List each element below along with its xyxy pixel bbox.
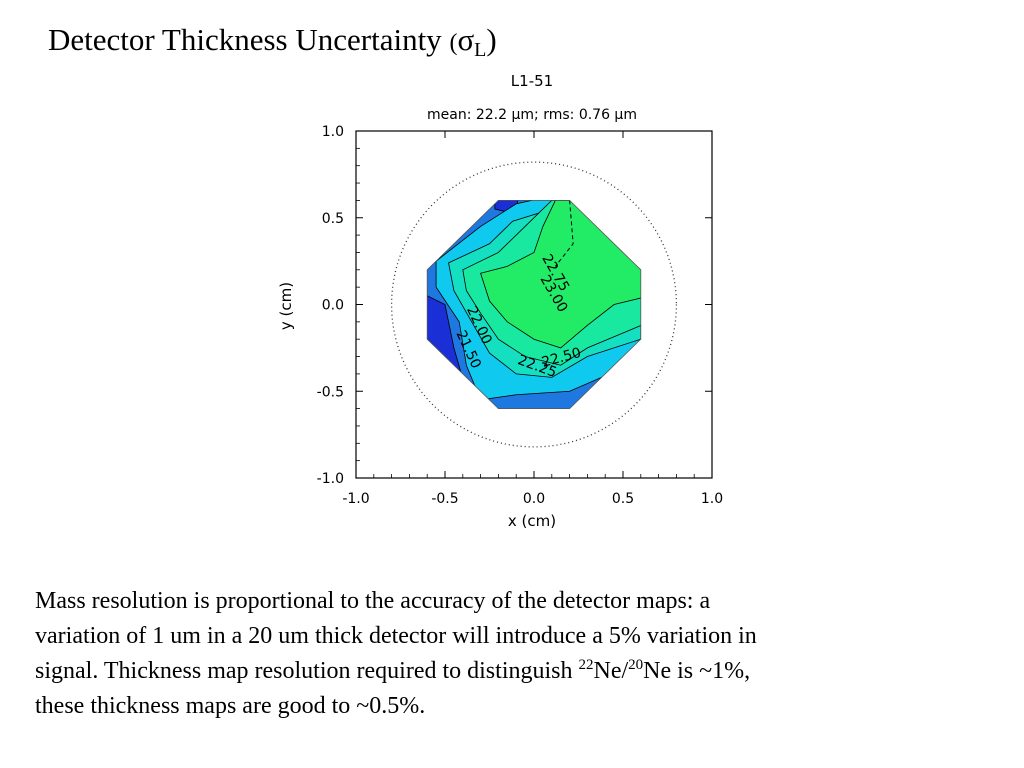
x-axis-label: x (cm)	[508, 512, 556, 530]
axis-ticks: -1.0 -0.5 0.0 0.5 1.0 1.0 0.5 0.0 -0.5 -1.0	[317, 124, 723, 507]
title-sigma: σ	[457, 22, 475, 57]
y-tick-label-0: 1.0	[322, 124, 344, 140]
x-tick-label-2: 0.0	[523, 491, 545, 507]
body-line-3b: Ne/	[593, 658, 629, 684]
x-tick-label-0: -1.0	[342, 491, 369, 507]
contour-fill-layer	[427, 200, 641, 409]
body-line-3a: signal. Thickness map resolution require…	[35, 658, 579, 684]
superscript-22: 22	[578, 657, 594, 673]
body-paragraph: Mass resolution is proportional to the a…	[35, 584, 995, 724]
body-line-3: signal. Thickness map resolution require…	[35, 654, 995, 689]
dashed-contour-line	[554, 200, 574, 267]
plot-id-label: L1-51	[511, 72, 553, 90]
body-line-2: variation of 1 um in a 20 um thick detec…	[35, 623, 757, 649]
y-tick-label-2: 0.0	[322, 298, 344, 314]
x-tick-label-3: 0.5	[612, 491, 634, 507]
title-text: Detector Thickness Uncertainty	[48, 22, 450, 57]
detector-edge	[426, 199, 642, 410]
body-line-1: Mass resolution is proportional to the a…	[35, 588, 711, 614]
x-tick-label-1: -0.5	[431, 491, 458, 507]
y-tick-label-1: 0.5	[322, 211, 344, 227]
body-line-3c: Ne is ~1%,	[643, 658, 751, 684]
slide-title: Detector Thickness Uncertainty (σL)	[48, 22, 497, 62]
superscript-20: 20	[628, 657, 644, 673]
chart-subtitle: mean: 22.2 µm; rms: 0.76 µm	[427, 107, 637, 123]
body-line-4: these thickness maps are good to ~0.5%.	[35, 693, 426, 719]
title-paren-open: (	[449, 30, 458, 56]
boundary-circle	[390, 161, 678, 448]
title-subscript: L	[474, 39, 487, 61]
thickness-contour-chart: L1-51 mean: 22.2 µm; rms: 0.76 µm -1.0 -0…	[277, 72, 723, 530]
y-tick-label-3: -0.5	[317, 384, 344, 400]
y-tick-label-4: -1.0	[317, 471, 344, 487]
x-tick-label-4: 1.0	[701, 491, 723, 507]
y-axis-label: y (cm)	[277, 282, 295, 330]
title-paren-close: )	[486, 22, 497, 57]
